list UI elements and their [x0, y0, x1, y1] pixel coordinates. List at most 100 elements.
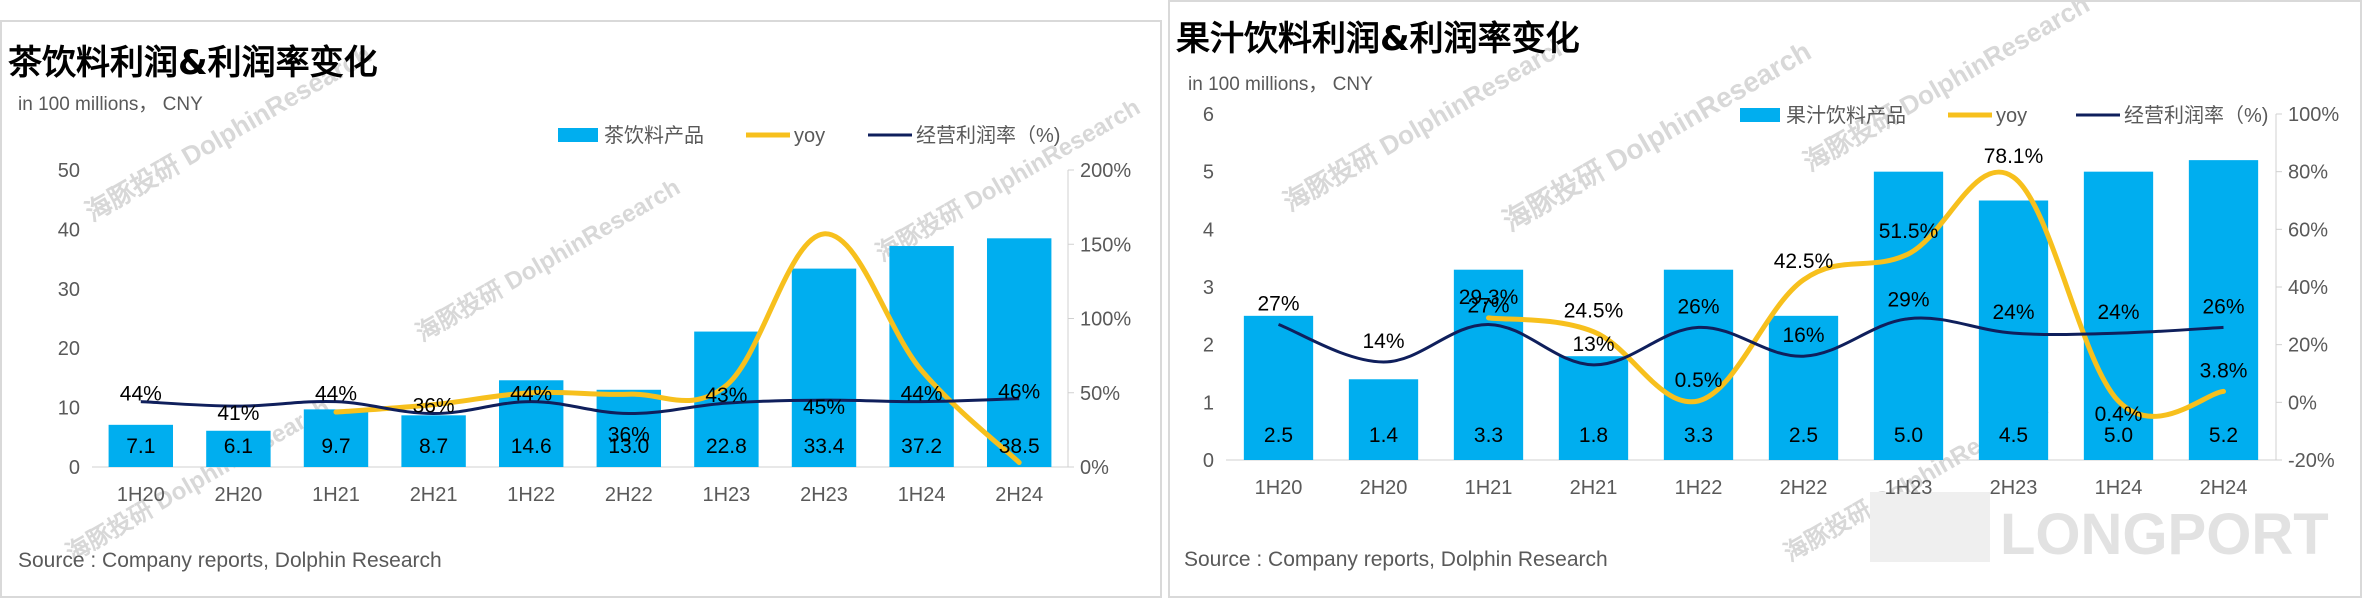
bar-1H22 — [1663, 269, 1734, 460]
bar-value-label: 1.8 — [1579, 424, 1608, 447]
x-axis-tick: 1H23 — [1885, 477, 1933, 499]
bar-value-label: 4.5 — [1999, 424, 2028, 447]
margin-value-label: 44% — [901, 383, 943, 406]
yoy-line — [1486, 169, 2226, 419]
bar-value-label: 8.7 — [419, 435, 448, 458]
right-axis-tick: 20% — [2288, 335, 2328, 357]
x-axis-tick: 1H21 — [312, 484, 360, 506]
x-axis-tick: 2H22 — [1780, 477, 1828, 499]
x-axis-tick: 2H24 — [995, 484, 1043, 506]
tea-drink-profit-chart-panel: 海豚投研 DolphinResearch 海豚投研 DolphinResearch… — [0, 20, 1162, 598]
left-axis-tick: 10 — [58, 398, 80, 420]
x-axis-tick: 2H21 — [1570, 477, 1618, 499]
x-axis-tick: 2H20 — [1360, 477, 1408, 499]
margin-value-label: 36% — [608, 424, 650, 447]
yoy-value-label: 29.3% — [1459, 286, 1519, 309]
bar-value-label: 33.4 — [804, 435, 845, 458]
margin-value-label: 45% — [803, 396, 845, 419]
chart-title: 果汁饮料利润&利润率变化 — [1176, 19, 1580, 59]
unit-label: in 100 millions， CNY — [18, 94, 203, 115]
yoy-value-label: 0.4% — [2095, 403, 2143, 426]
margin-value-label: 36% — [413, 395, 455, 418]
left-axis-tick: 0 — [69, 457, 80, 479]
x-axis-tick: 2H23 — [1990, 477, 2038, 499]
watermark-text-2: 海豚投研 DolphinResearch — [411, 173, 685, 347]
juice-drink-profit-chart-panel: 海豚投研 DolphinResearch 海豚投研 DolphinResearch… — [1168, 0, 2362, 598]
x-axis-tick: 2H22 — [605, 484, 653, 506]
source-note: Source : Company reports, Dolphin Resear… — [18, 549, 442, 572]
x-axis-tick: 1H24 — [898, 484, 946, 506]
margin-value-label: 24% — [1992, 301, 2034, 324]
margin-value-label: 44% — [120, 383, 162, 406]
bar-value-label: 5.0 — [1894, 424, 1923, 447]
legend-bar-label: 果汁饮料产品 — [1786, 104, 1906, 127]
left-axis-tick: 30 — [58, 279, 80, 301]
margin-value-label: 26% — [2202, 295, 2244, 318]
left-axis-tick: 50 — [58, 160, 80, 182]
bar-2H21 — [401, 415, 466, 467]
margin-value-label: 29% — [1887, 289, 1929, 312]
bar-1H20 — [108, 424, 174, 467]
right-axis-tick: -20% — [2288, 450, 2335, 472]
bar-1H20 — [1243, 315, 1314, 460]
x-axis-tick: 2H23 — [800, 484, 848, 506]
bar-value-label: 14.6 — [511, 435, 552, 458]
left-axis-tick: 4 — [1203, 219, 1214, 241]
right-axis-tick: 150% — [1080, 234, 1131, 256]
margin-value-label: 16% — [1782, 324, 1824, 347]
margin-value-label: 44% — [510, 383, 552, 406]
watermark-text-2: 海豚投研 DolphinResearch — [1798, 2, 2095, 177]
bar-value-label: 22.8 — [706, 435, 747, 458]
bar-2H20 — [206, 430, 271, 467]
right-axis-tick: 100% — [1080, 309, 1131, 331]
chart-title: 茶饮料利润&利润率变化 — [8, 43, 378, 83]
right-axis-tick: 40% — [2288, 277, 2328, 299]
margin-value-label: 27% — [1257, 292, 1299, 315]
bar-1H24 — [889, 246, 954, 467]
margin-value-label: 41% — [217, 402, 259, 425]
bar-value-label: 2.5 — [1264, 424, 1293, 447]
left-axis-tick: 1 — [1203, 392, 1214, 414]
x-axis-tick: 1H20 — [1255, 477, 1303, 499]
legend-bar-swatch — [558, 128, 598, 142]
tea-drink-profit-chart: 海豚投研 DolphinResearch 海豚投研 DolphinResearch… — [8, 39, 1145, 572]
unit-label: in 100 millions， CNY — [1188, 74, 1373, 95]
x-axis-tick: 1H22 — [507, 484, 555, 506]
legend-yoy-label: yoy — [1996, 105, 2027, 127]
operating-margin-line — [1277, 316, 2224, 367]
bar-value-label: 2.5 — [1789, 424, 1818, 447]
margin-value-label: 26% — [1677, 295, 1719, 318]
legend-bar-swatch — [1740, 108, 1780, 122]
bar-value-label: 6.1 — [224, 435, 253, 458]
bar-value-label: 1.4 — [1369, 424, 1399, 447]
left-axis-tick: 5 — [1203, 162, 1214, 184]
yoy-value-label: 0.5% — [1675, 369, 1723, 392]
left-axis-tick: 3 — [1203, 277, 1214, 299]
x-axis-tick: 2H20 — [214, 484, 262, 506]
x-axis-tick: 1H21 — [1465, 477, 1513, 499]
left-axis-tick: 40 — [58, 219, 80, 241]
right-axis-tick: 100% — [2288, 104, 2339, 126]
margin-value-label: 24% — [2097, 301, 2139, 324]
margin-value-label: 13% — [1572, 333, 1614, 356]
x-axis-tick: 1H22 — [1675, 477, 1723, 499]
left-axis-tick: 0 — [1203, 450, 1214, 472]
bar-1H21 — [303, 409, 369, 467]
watermark-text-1: 海豚投研 DolphinResearch — [61, 393, 335, 567]
right-axis-tick: 0% — [1080, 457, 1109, 479]
bar-1H23 — [1873, 171, 1944, 460]
longport-logo-text: LONGPORT — [2000, 502, 2329, 567]
operating-margin-line — [140, 397, 1020, 416]
legend-margin-label: 经营利润率（%) — [2124, 104, 2268, 127]
bar-value-label: 37.2 — [901, 435, 942, 458]
legend-bar-label: 茶饮料产品 — [604, 124, 704, 147]
left-axis-tick: 2 — [1203, 335, 1214, 357]
yoy-value-label: 78.1% — [1984, 145, 2044, 168]
yoy-value-label: 51.5% — [1879, 220, 1939, 243]
bar-2H20 — [1348, 379, 1419, 460]
bar-value-label: 7.1 — [126, 435, 155, 458]
x-axis-tick: 1H23 — [702, 484, 750, 506]
yoy-line — [333, 231, 1022, 466]
margin-value-label: 27% — [1467, 294, 1509, 317]
